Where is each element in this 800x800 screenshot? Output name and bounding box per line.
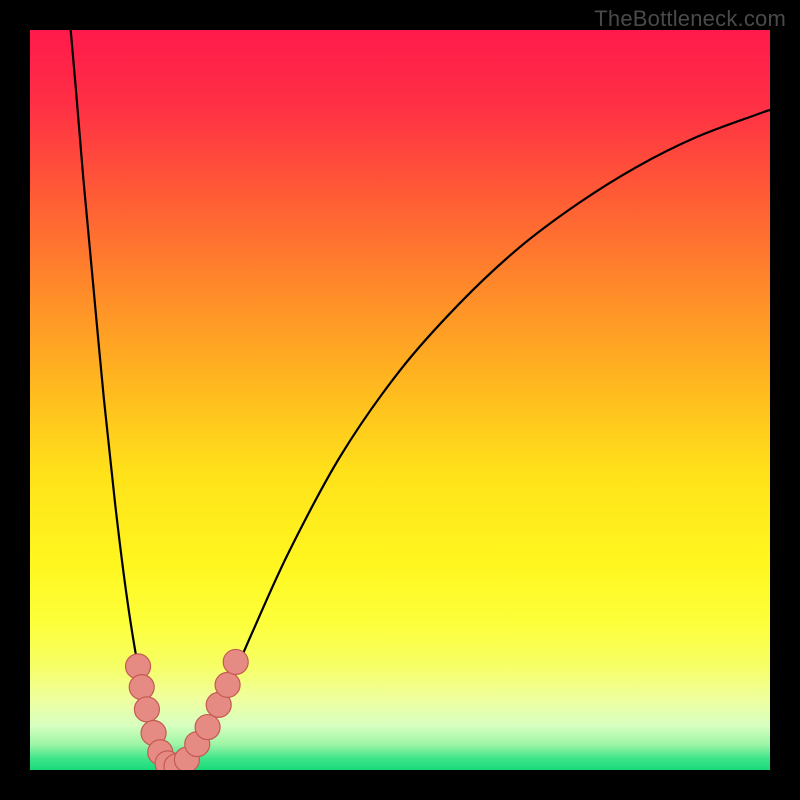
data-point-marker <box>223 649 248 674</box>
watermark-text: TheBottleneck.com <box>594 6 786 32</box>
data-point-marker <box>129 675 154 700</box>
data-point-marker <box>195 715 220 740</box>
stage: TheBottleneck.com <box>0 0 800 800</box>
chart-svg <box>0 0 800 800</box>
data-point-marker <box>215 672 240 697</box>
data-point-marker <box>134 697 159 722</box>
